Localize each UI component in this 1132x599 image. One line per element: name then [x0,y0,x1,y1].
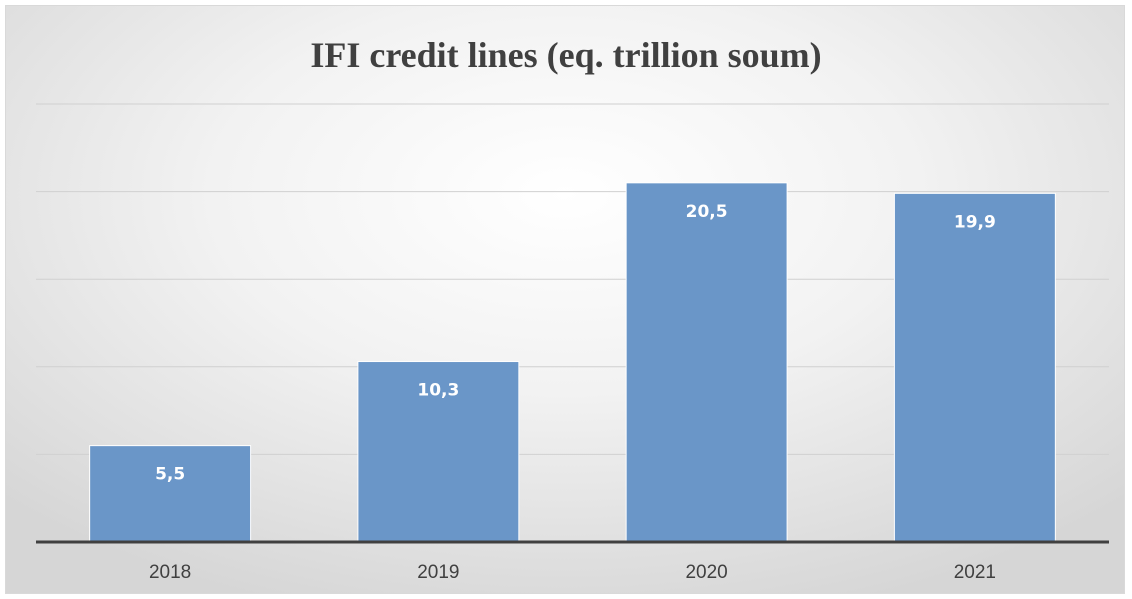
bar-value-label-2020: 20,5 [686,202,728,222]
x-tick-label-2020: 2020 [685,562,727,583]
bar-value-label-2019: 10,3 [417,381,459,401]
bar-2021 [893,192,1056,543]
bar-value-labels: 5,5 10,3 20,5 19,9 [155,202,996,485]
bar-chart-plot: 5,5 10,3 20,5 19,9 2018 2019 2020 2021 [36,103,1109,583]
chart-frame: IFI credit lines (eq. trillion soum) 5,5… [5,5,1125,594]
bar-2018 [89,445,252,543]
bar-value-label-2018: 5,5 [155,465,185,485]
bar-2020 [625,182,788,543]
bar-value-label-2021: 19,9 [954,212,996,232]
x-tick-label-2018: 2018 [149,562,191,583]
x-tick-label-2021: 2021 [954,562,996,583]
bar-2019 [357,361,520,543]
chart-title: IFI credit lines (eq. trillion soum) [310,35,822,75]
bars [89,182,1056,543]
x-tick-label-2019: 2019 [417,562,459,583]
x-axis: 2018 2019 2020 2021 [36,540,1109,583]
